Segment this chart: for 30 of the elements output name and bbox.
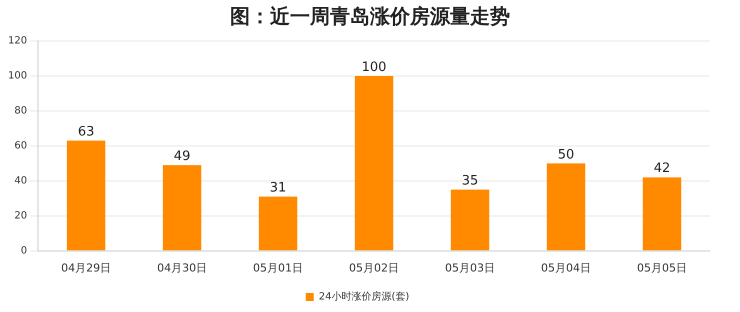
y-tick-label: 80 [14,106,28,117]
data-label: 35 [462,173,478,188]
bar [66,140,106,250]
bar [546,163,586,250]
data-label: 50 [558,147,574,162]
y-tick-label: 0 [20,245,28,256]
data-label: 31 [270,180,286,196]
x-tick-label: 05月02日 [349,261,400,274]
x-tick-label: 05月04日 [541,261,592,274]
y-tick-label: 40 [14,175,28,186]
x-tick-label: 04月29日 [61,261,112,274]
bar [162,165,202,250]
x-tick-label: 05月05日 [637,261,688,274]
data-label: 42 [654,161,670,176]
y-tick-label: 100 [8,70,28,82]
data-label: 100 [362,60,386,75]
bar [258,196,298,250]
data-label: 49 [174,149,190,164]
x-tick-label: 05月01日 [253,261,304,274]
data-label: 63 [78,124,94,140]
bar [642,177,682,250]
bar [354,76,394,250]
bar [450,190,490,250]
y-tick-label: 120 [8,36,28,47]
x-tick-label: 05月03日 [445,261,496,274]
y-tick-label: 60 [14,140,28,152]
chart-title: 图：近一周青岛涨价房源量走势 [229,3,511,30]
legend-label: 24小时涨价房源(套) [318,290,410,303]
x-tick-label: 04月30日 [157,261,208,274]
y-tick-label: 20 [14,210,28,222]
